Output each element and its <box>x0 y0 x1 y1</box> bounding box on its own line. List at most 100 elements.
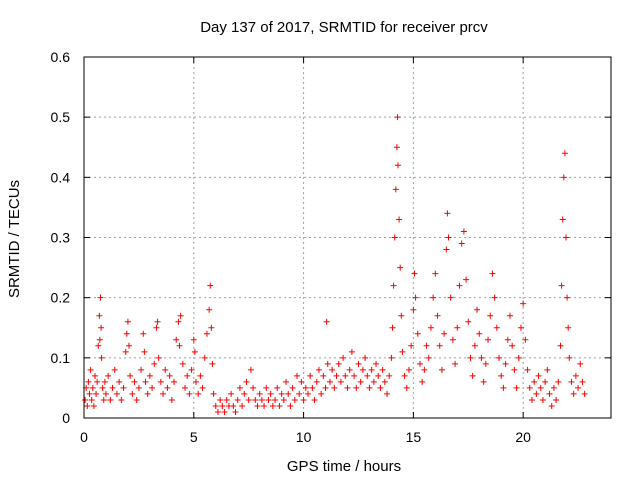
data-point <box>140 330 147 337</box>
data-point <box>397 264 404 271</box>
data-point <box>463 276 470 283</box>
data-point <box>96 336 103 343</box>
data-point <box>377 384 384 391</box>
data-point <box>243 378 250 385</box>
scatter-points <box>82 114 588 415</box>
data-point <box>478 354 485 361</box>
data-point <box>555 378 562 385</box>
data-point <box>197 372 204 379</box>
data-point <box>98 324 105 331</box>
y-tick-label: 0.3 <box>51 230 71 246</box>
data-point <box>487 312 494 319</box>
data-point <box>412 294 419 301</box>
data-point <box>533 390 540 397</box>
data-point <box>99 384 106 391</box>
data-point <box>504 336 511 343</box>
data-point <box>111 366 118 373</box>
data-point <box>421 366 428 373</box>
data-point <box>190 336 197 343</box>
data-point <box>482 360 489 367</box>
data-point <box>454 324 461 331</box>
data-point <box>331 384 338 391</box>
data-point <box>546 390 553 397</box>
data-point <box>127 372 134 379</box>
data-point <box>414 330 421 337</box>
data-point <box>550 384 557 391</box>
data-point <box>410 306 417 313</box>
data-point <box>562 234 569 241</box>
data-point <box>393 144 400 151</box>
data-point <box>370 378 377 385</box>
data-point <box>506 312 513 319</box>
data-point <box>90 402 97 409</box>
data-point <box>340 354 347 361</box>
data-point <box>146 372 153 379</box>
data-point <box>85 378 92 385</box>
data-point <box>337 378 344 385</box>
data-point <box>441 330 448 337</box>
data-point <box>184 372 191 379</box>
data-point <box>394 114 401 121</box>
data-point <box>485 336 492 343</box>
data-point <box>333 372 340 379</box>
data-point <box>309 384 316 391</box>
y-tick-label: 0.2 <box>51 290 71 306</box>
data-point <box>151 360 158 367</box>
data-point <box>474 306 481 313</box>
data-point <box>113 390 120 397</box>
data-point <box>539 396 546 403</box>
data-point <box>548 402 555 409</box>
data-point <box>469 372 476 379</box>
data-point <box>155 354 162 361</box>
data-point <box>537 384 544 391</box>
data-point <box>480 378 487 385</box>
data-point <box>531 378 538 385</box>
data-point <box>401 372 408 379</box>
data-point <box>375 372 382 379</box>
data-point <box>342 372 349 379</box>
data-point <box>291 396 298 403</box>
data-point <box>313 378 320 385</box>
data-point <box>164 384 171 391</box>
data-point <box>389 324 396 331</box>
data-point <box>577 360 584 367</box>
data-point <box>278 390 285 397</box>
data-point <box>179 360 186 367</box>
data-point <box>561 150 568 157</box>
data-point <box>87 366 94 373</box>
data-point <box>258 396 265 403</box>
data-point <box>171 378 178 385</box>
data-point <box>283 378 290 385</box>
data-point <box>276 402 283 409</box>
data-point <box>366 384 373 391</box>
data-point <box>182 384 189 391</box>
data-point <box>565 324 572 331</box>
data-point <box>298 378 305 385</box>
data-point <box>154 318 161 325</box>
data-point <box>160 390 167 397</box>
data-point <box>419 378 426 385</box>
data-point <box>280 396 287 403</box>
data-point <box>432 270 439 277</box>
data-point <box>97 294 104 301</box>
data-point <box>390 282 397 289</box>
data-point <box>176 342 183 349</box>
data-point <box>355 360 362 367</box>
data-point <box>177 312 184 319</box>
data-point <box>256 390 263 397</box>
data-point <box>252 396 259 403</box>
data-point <box>416 360 423 367</box>
data-point <box>471 342 478 349</box>
data-point <box>91 372 98 379</box>
data-point <box>122 348 129 355</box>
data-point <box>241 390 248 397</box>
data-point <box>568 378 575 385</box>
data-point <box>323 318 330 325</box>
data-point <box>208 324 215 331</box>
data-point <box>144 390 151 397</box>
data-point <box>391 234 398 241</box>
data-point <box>408 342 415 349</box>
data-point <box>191 348 198 355</box>
data-point <box>221 408 228 415</box>
y-tick-label: 0.4 <box>51 169 71 185</box>
